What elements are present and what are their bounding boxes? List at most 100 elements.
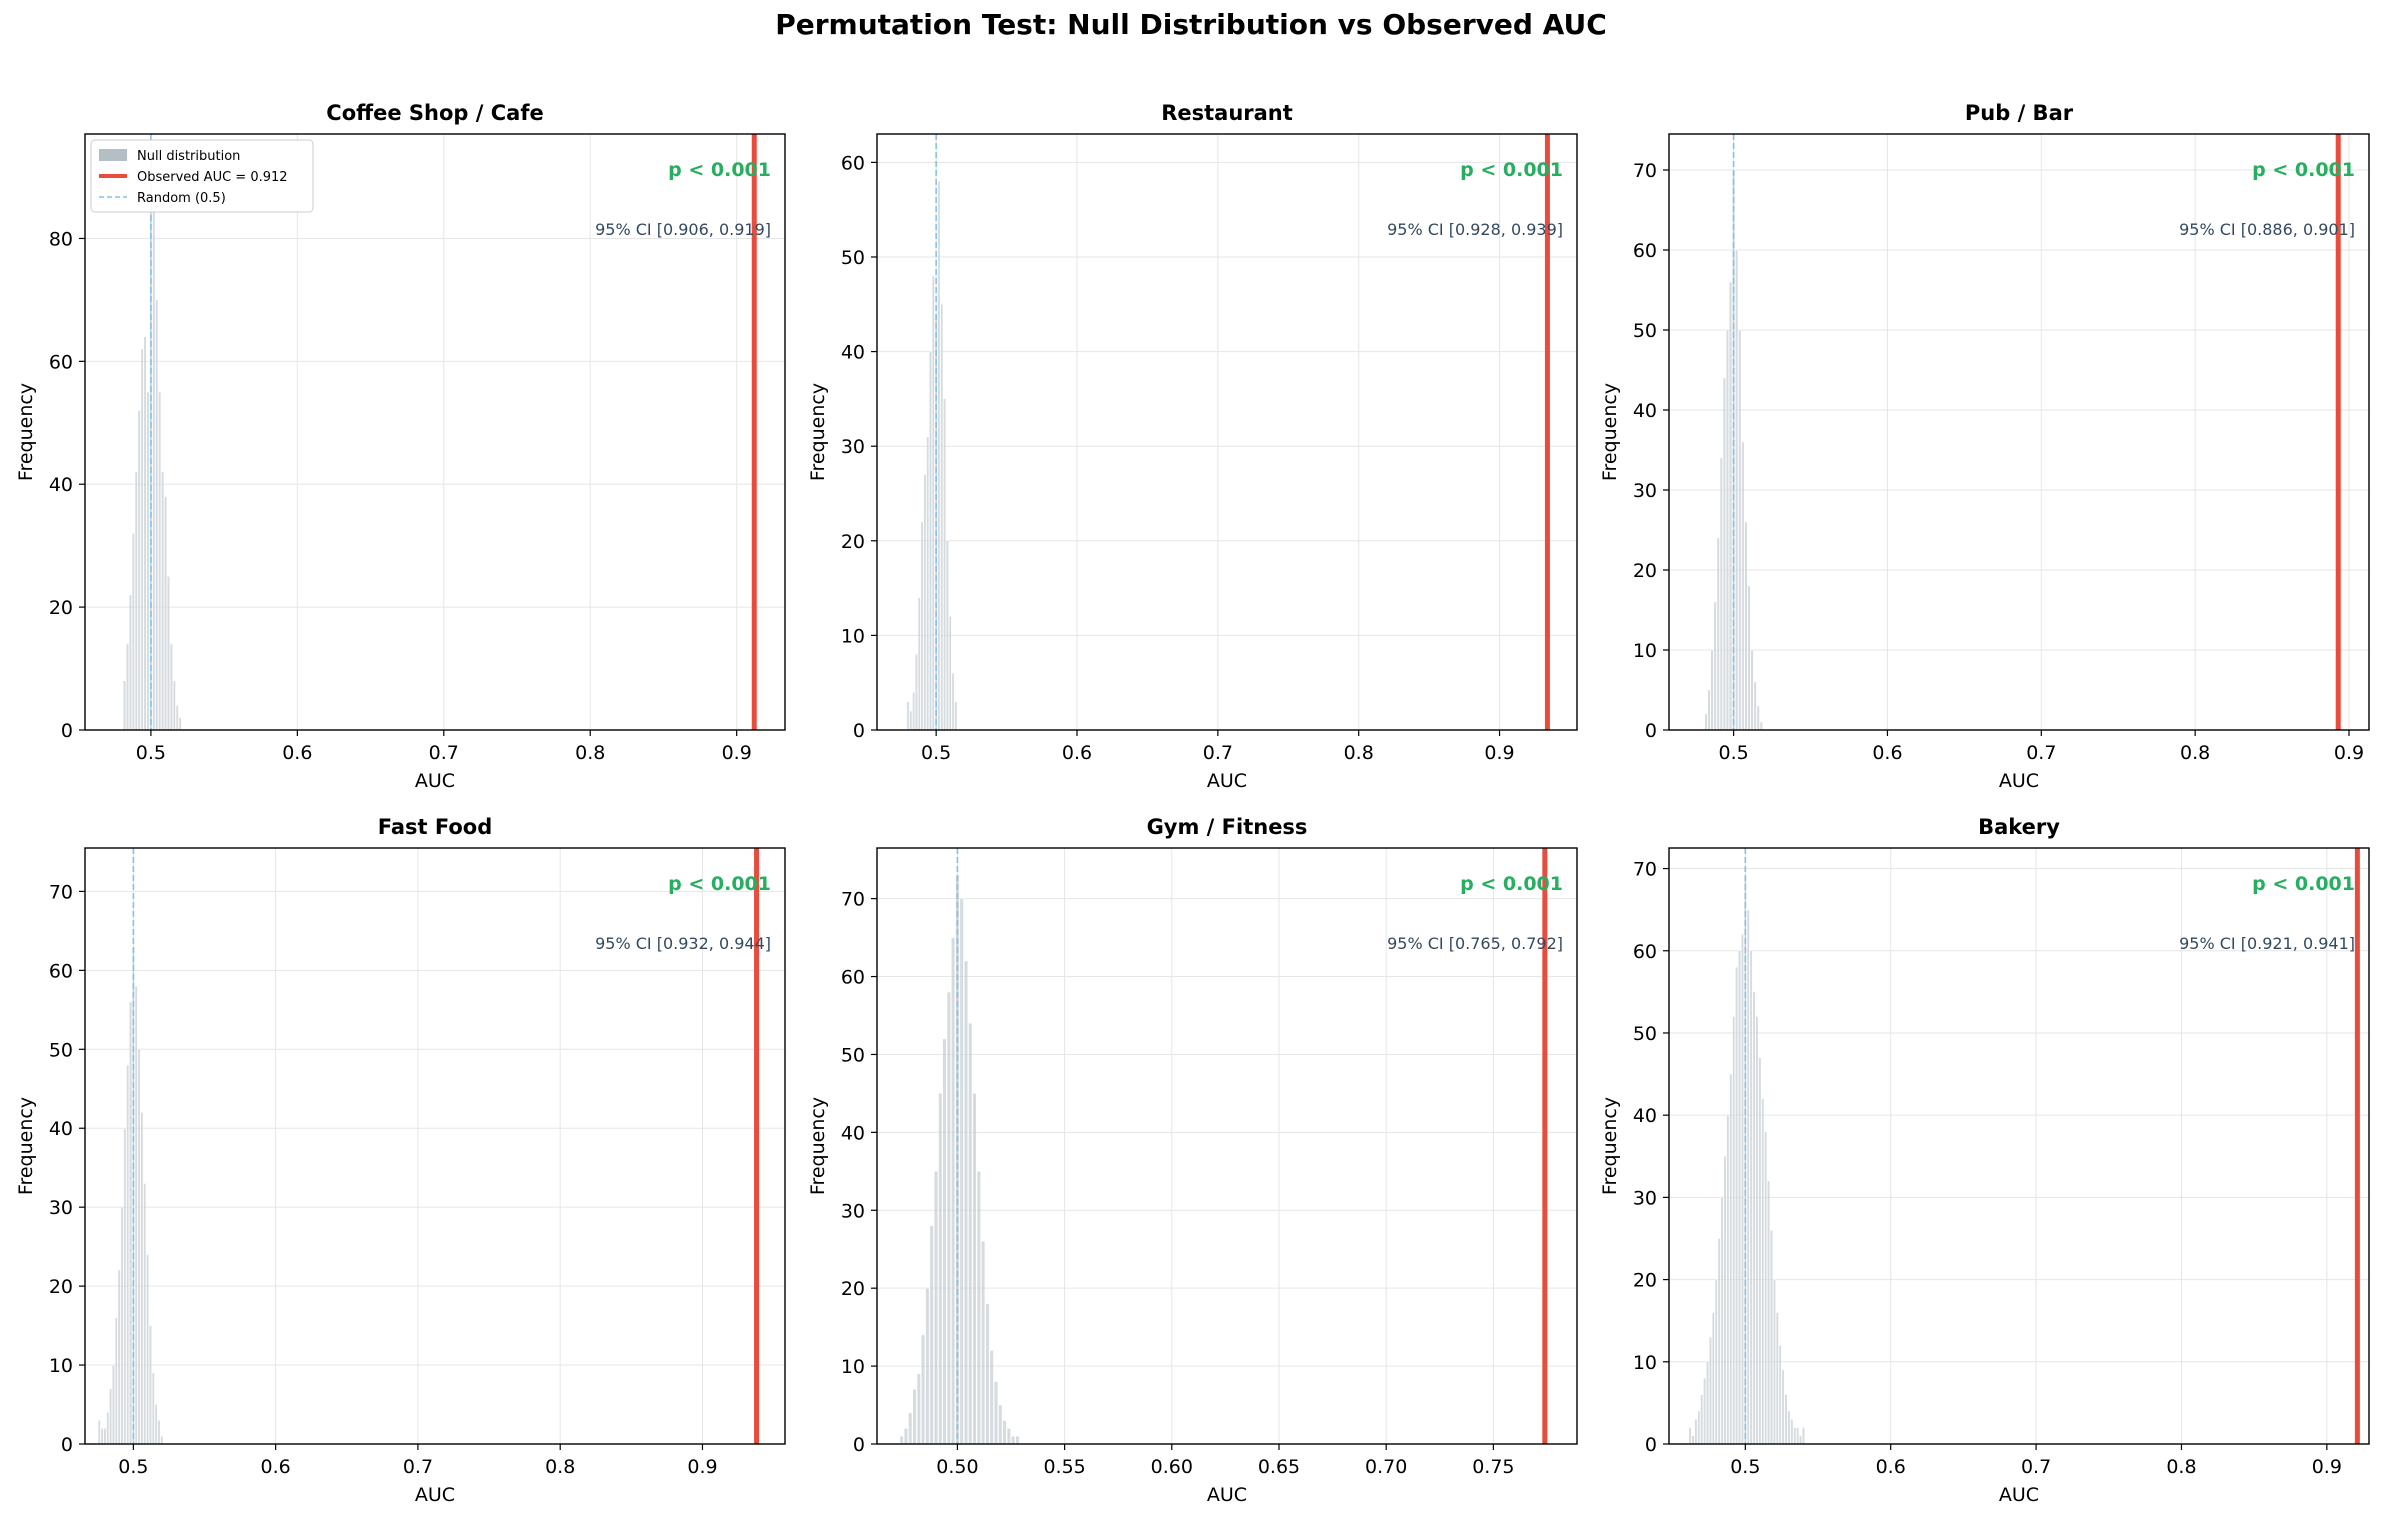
null-histogram-bar (1714, 1279, 1718, 1445)
null-histogram-bar (998, 1404, 1003, 1445)
null-histogram-bar (1781, 1369, 1785, 1445)
null-histogram-bar (940, 304, 944, 731)
y-tick-label: 50 (841, 1044, 865, 1066)
x-tick-label: 0.5 (118, 1456, 148, 1478)
p-value-annotation: p < 0.001 (668, 159, 771, 181)
null-histogram-bar (1758, 1057, 1762, 1445)
null-histogram-bar (917, 597, 921, 731)
null-histogram-bar (172, 680, 176, 731)
null-histogram-bar (134, 471, 138, 731)
null-histogram-bar (1002, 1420, 1007, 1445)
null-histogram-bar (1773, 1279, 1776, 1445)
y-tick-label: 20 (49, 1276, 73, 1298)
null-histogram-bar (114, 1317, 118, 1445)
null-histogram-bar (1711, 1312, 1715, 1445)
panel-bakery: 0.5 0.6 0.7 0.8 0.9 0 10 20 30 40 50 60 70 Bakery AUC F… (1584, 798, 2376, 1518)
null-histogram-bar (1790, 1419, 1794, 1445)
null-histogram-bar (131, 533, 135, 731)
null-histogram-bar (1750, 649, 1754, 731)
null-histogram-bar (134, 985, 138, 1445)
null-histogram-bar (926, 436, 930, 731)
y-tick-label: 0 (61, 1434, 73, 1456)
null-histogram-bar (1704, 713, 1708, 731)
ci-annotation: 95% CI [0.906, 0.919] (595, 220, 771, 239)
null-histogram-bar (916, 1373, 921, 1445)
legend-null-label: Null distribution (137, 149, 240, 164)
panel-title: Restaurant (1161, 101, 1293, 125)
x-tick-label: 0.7 (2026, 742, 2056, 764)
null-histogram-bar (1746, 909, 1750, 1445)
null-histogram-bar (925, 1287, 930, 1445)
null-histogram-bar (143, 336, 147, 731)
y-tick-label: 0 (853, 1434, 865, 1456)
null-histogram-bar (968, 1023, 973, 1445)
x-tick-label: 0.6 (282, 742, 312, 764)
x-axis-label: AUC (1207, 770, 1247, 792)
null-histogram-bar (1755, 1016, 1759, 1445)
y-axis-label: Frequency (1599, 383, 1621, 481)
legend-random-label: Random (0.5) (137, 191, 226, 206)
null-histogram-bar (1722, 377, 1726, 731)
y-axis-label: Frequency (15, 383, 37, 481)
y-tick-label: 20 (1633, 1270, 1657, 1292)
y-tick-label: 40 (49, 1118, 73, 1140)
null-histogram-bar (954, 701, 958, 731)
chart-svg: 0.5 0.6 0.7 0.8 0.9 0 10 20 30 40 50 60 70 Fast Food A… (15, 815, 786, 1506)
null-histogram-bar (1732, 1016, 1736, 1445)
null-histogram-bar (123, 680, 126, 731)
panel-title: Pub / Bar (1965, 101, 2074, 125)
null-histogram-bar (126, 643, 129, 731)
null-histogram-bar (1713, 601, 1717, 731)
null-histogram-bar (943, 398, 946, 731)
null-histogram-bar (912, 1389, 917, 1445)
x-tick-label: 0.6 (1062, 742, 1092, 764)
y-tick-label: 70 (49, 881, 73, 903)
chart-svg: 0.5 0.6 0.7 0.8 0.9 0 20 40 60 80 Coffee Shop / Ca… (15, 101, 786, 792)
null-histogram-bar (909, 710, 913, 731)
x-axis-label: AUC (415, 1484, 455, 1506)
null-histogram-bar (151, 1372, 155, 1445)
y-tick-label: 60 (841, 152, 865, 174)
y-tick-label: 60 (49, 960, 73, 982)
null-histogram-bar (942, 1038, 947, 1445)
null-histogram-bar (112, 1364, 115, 1445)
y-tick-label: 30 (841, 436, 865, 458)
axes-frame (1668, 133, 2370, 731)
panel-title: Coffee Shop / Cafe (326, 101, 543, 125)
x-tick-label: 0.5 (921, 742, 951, 764)
null-histogram-bar (921, 1334, 926, 1445)
x-tick-label: 0.65 (1258, 1456, 1300, 1478)
y-tick-label: 60 (49, 351, 73, 373)
null-histogram-bar (1726, 1114, 1730, 1445)
panel-title: Gym / Fitness (1147, 815, 1308, 839)
null-histogram-bar (929, 1225, 934, 1445)
null-histogram-bar (1006, 1428, 1011, 1445)
ci-annotation: 95% CI [0.765, 0.792] (1387, 934, 1563, 953)
y-tick-label: 10 (841, 1356, 865, 1378)
null-histogram-bar (1741, 934, 1744, 1445)
y-tick-label: 20 (1633, 560, 1657, 582)
null-histogram-bar (1741, 441, 1745, 731)
null-histogram-bar (1707, 689, 1711, 731)
chart-svg: 0.50 0.55 0.60 0.65 0.70 0.75 0 10 20 30 40 50 60 70 G… (807, 815, 1578, 1506)
x-tick-label: 0.8 (1344, 742, 1374, 764)
null-histogram-bar (1011, 1436, 1016, 1445)
null-histogram-bar (923, 474, 927, 731)
null-histogram-bar (1694, 1419, 1698, 1445)
ci-annotation: 95% CI [0.886, 0.901] (2179, 220, 2355, 239)
legend-null-swatch (99, 149, 127, 161)
y-tick-label: 50 (841, 247, 865, 269)
null-histogram-bar (158, 391, 162, 731)
x-tick-label: 0.5 (1730, 1456, 1760, 1478)
null-histogram-bar (948, 616, 952, 731)
null-histogram-bar (904, 1428, 908, 1445)
null-histogram-bar (912, 691, 915, 731)
null-histogram-bar (1688, 1427, 1692, 1445)
y-tick-label: 70 (1633, 160, 1657, 182)
x-tick-label: 0.75 (1472, 1456, 1514, 1478)
legend-box (90, 139, 314, 213)
x-tick-label: 0.6 (1872, 742, 1902, 764)
null-histogram-bar (1778, 1345, 1782, 1445)
y-tick-label: 10 (1633, 640, 1657, 662)
y-tick-label: 50 (1633, 1023, 1657, 1045)
